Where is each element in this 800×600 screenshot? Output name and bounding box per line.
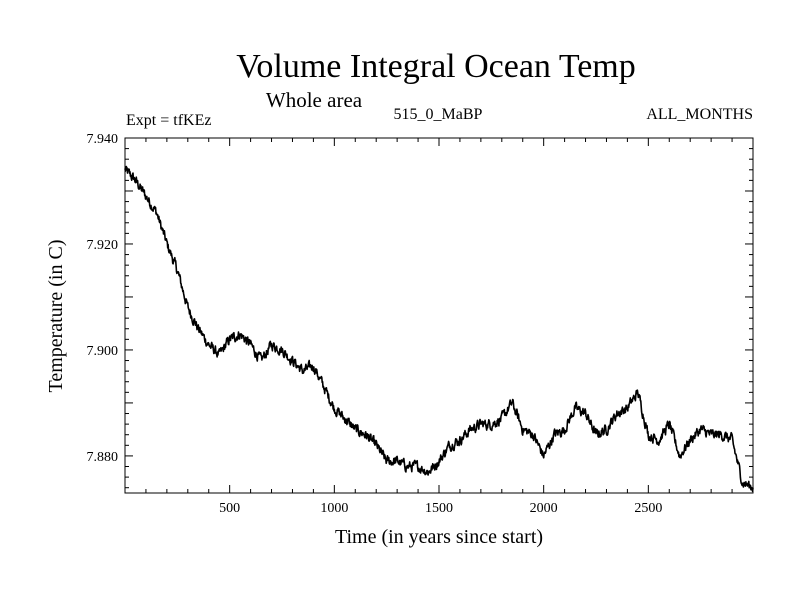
y-tick-label: 7.940 [87, 132, 119, 147]
experiment-label: Expt = tfKEz [126, 112, 211, 129]
plot-frame [124, 137, 754, 494]
chart-title: Volume Integral Ocean Temp [236, 48, 636, 85]
chart-subtitle: Whole area [266, 88, 363, 112]
months-label: ALL_MONTHS [646, 106, 753, 123]
x-tick-label: 2500 [634, 501, 662, 516]
series-line [124, 165, 754, 493]
x-tick-label: 500 [219, 501, 240, 516]
period-label: 515_0_MaBP [394, 106, 483, 123]
y-axis-label: Temperature (in C) [45, 240, 67, 393]
y-tick-label: 7.900 [87, 344, 119, 359]
x-tick-label: 2000 [530, 501, 558, 516]
y-tick-label: 7.920 [87, 238, 119, 253]
x-tick-label: 1500 [425, 501, 453, 516]
x-axis-label: Time (in years since start) [335, 526, 543, 548]
x-tick-label: 1000 [320, 501, 348, 516]
y-tick-label: 7.880 [87, 450, 119, 465]
